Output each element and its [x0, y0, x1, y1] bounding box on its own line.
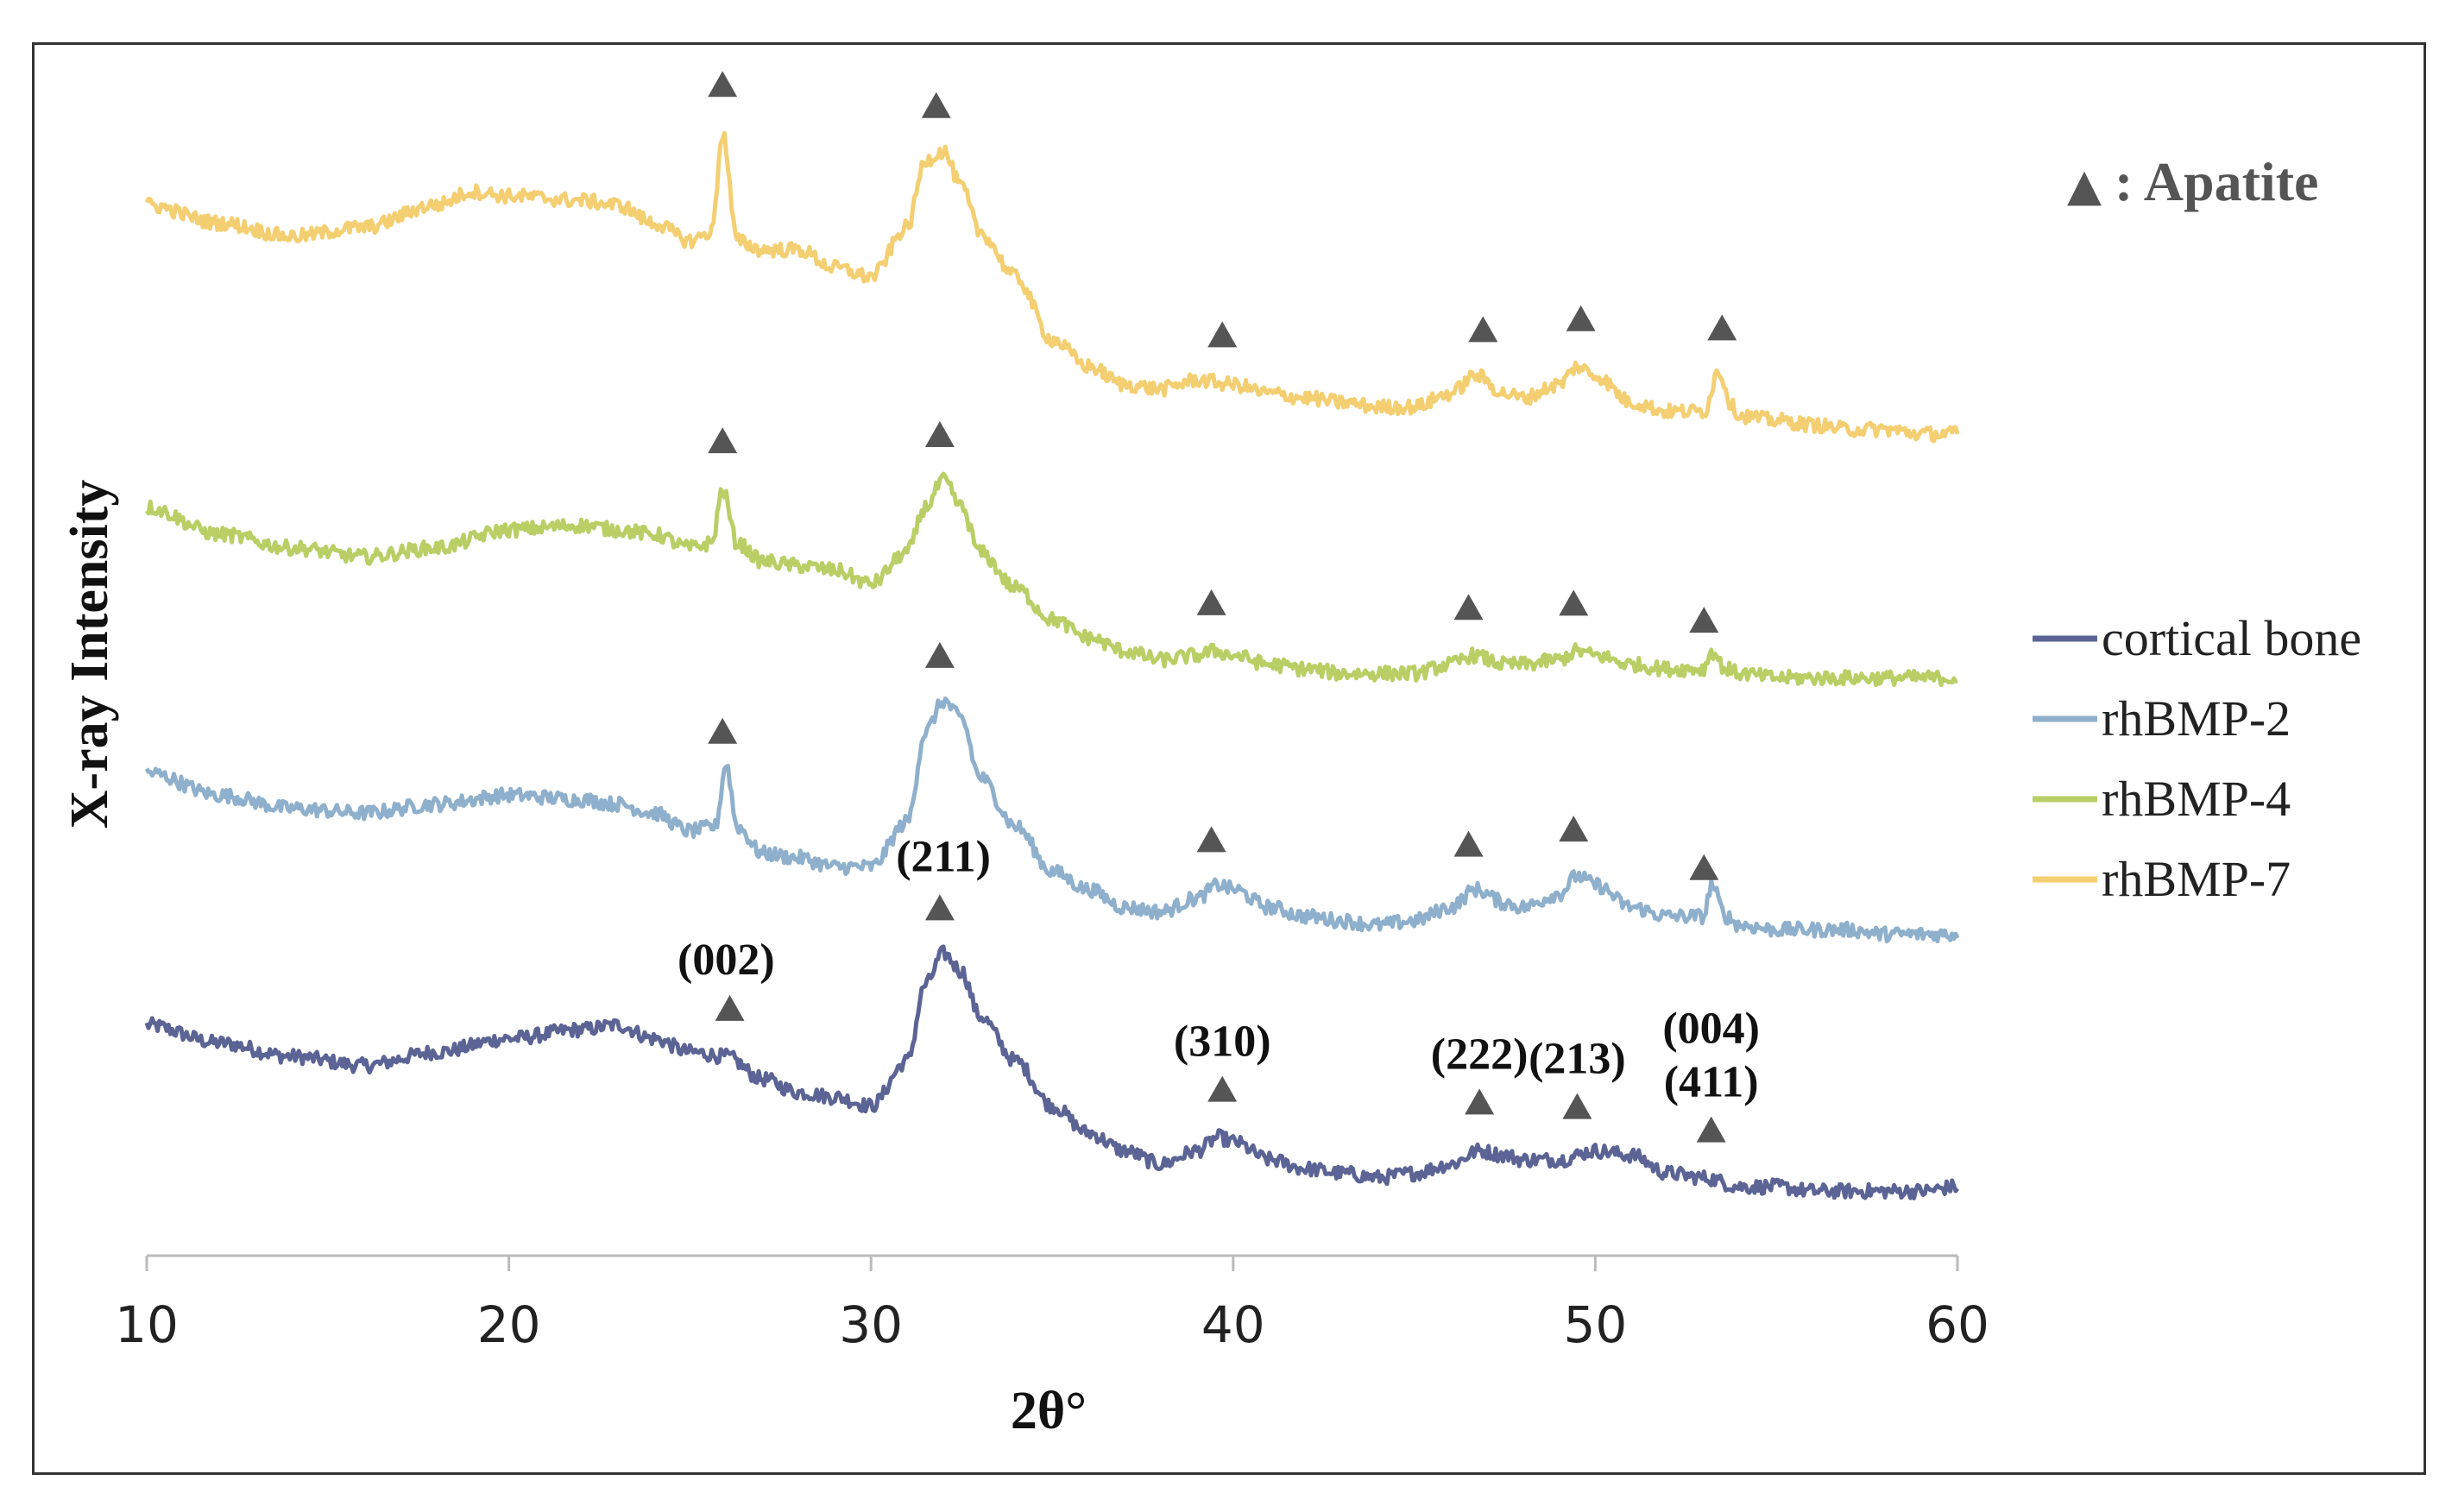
series-line-rhbmp-4	[144, 471, 1958, 688]
apatite-peak-marker	[1559, 589, 1589, 616]
apatite-peak-marker	[1468, 316, 1498, 343]
x-tick-label: 30	[839, 1295, 903, 1354]
apatite-marker-legend: ▲ : Apatite	[2067, 151, 2318, 212]
series-line-rhbmp-7	[144, 130, 1960, 444]
apatite-peak-markers	[708, 71, 1737, 1143]
apatite-peak-marker	[921, 91, 951, 118]
series-line-cortical-bone	[144, 944, 1960, 1200]
apatite-peak-marker	[708, 717, 738, 744]
miller-index-label: (004)	[1662, 1005, 1760, 1054]
apatite-peak-marker	[1707, 314, 1737, 341]
x-tick-label: 20	[477, 1295, 541, 1354]
apatite-peak-marker	[1453, 830, 1484, 857]
miller-index-labels: (002) (211) (310) (222) (213) (004)(411)	[678, 833, 1760, 1107]
apatite-peak-marker	[1559, 816, 1589, 842]
apatite-peak-marker	[1453, 594, 1484, 621]
x-tick-label: 50	[1563, 1295, 1627, 1354]
legend-label: rhBMP-4	[2102, 771, 2291, 827]
apatite-peak-marker	[1689, 854, 1719, 880]
miller-index-label: (222)	[1431, 1030, 1529, 1079]
apatite-peak-marker	[1196, 589, 1226, 615]
apatite-peak-marker	[924, 420, 955, 447]
x-axis-title: 2θ°	[1011, 1382, 1087, 1440]
apatite-peak-marker	[924, 894, 955, 921]
apatite-peak-marker	[708, 427, 738, 454]
apatite-peak-marker	[1566, 305, 1596, 331]
x-tick-label: 10	[115, 1295, 179, 1354]
miller-index-label: (211)	[896, 833, 991, 882]
series-legend: cortical bone rhBMP-2 rhBMP-4 rhBMP-7	[2033, 610, 2361, 907]
legend-label: cortical bone	[2102, 610, 2361, 666]
apatite-peak-marker	[708, 71, 738, 98]
chart-frame	[32, 42, 2426, 1475]
apatite-peak-marker	[924, 641, 955, 668]
legend-label: rhBMP-2	[2102, 690, 2291, 747]
apatite-peak-marker	[1207, 321, 1238, 348]
x-axis-ticks: 10 20 30 40 50 60	[115, 1256, 1989, 1354]
series-line-rhbmp-2	[144, 696, 1960, 944]
apatite-marker-label: : Apatite	[2115, 151, 2318, 212]
legend-label: rhBMP-7	[2102, 851, 2291, 907]
apatite-peak-marker	[1465, 1088, 1495, 1115]
apatite-peak-marker	[1696, 1116, 1726, 1143]
x-tick-label: 60	[1926, 1295, 1989, 1354]
y-axis-title: X-ray Intensity	[60, 480, 119, 829]
apatite-peak-marker	[1562, 1093, 1592, 1119]
apatite-peak-marker	[1207, 1075, 1238, 1102]
miller-index-label: (411)	[1664, 1058, 1759, 1107]
apatite-marker-icon: ▲	[2067, 160, 2102, 211]
apatite-peak-marker	[715, 994, 745, 1021]
apatite-peak-marker	[1689, 607, 1719, 633]
apatite-peak-marker	[1196, 826, 1226, 853]
miller-index-label: (310)	[1174, 1017, 1271, 1067]
x-tick-label: 40	[1201, 1295, 1265, 1354]
series-curves	[144, 130, 1960, 1200]
miller-index-label: (002)	[678, 936, 775, 985]
miller-index-label: (213)	[1529, 1035, 1626, 1084]
